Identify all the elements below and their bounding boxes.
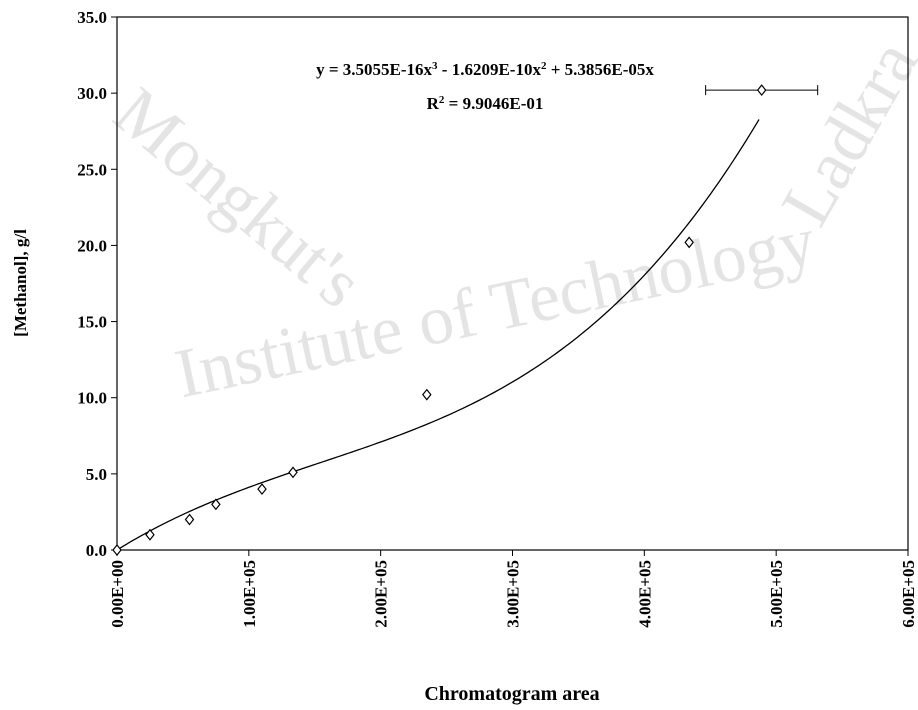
- equation-part: + 5.3856E-05x: [546, 60, 654, 79]
- trendline-r2: R2 = 9.9046E-01: [427, 94, 544, 113]
- y-axis-label: [Methanol], g/l: [11, 229, 30, 337]
- trendline: [116, 119, 760, 551]
- watermark: Ladkra: [767, 28, 918, 238]
- y-tick-label: 30.0: [77, 84, 107, 103]
- x-tick-label: 4.00E+05: [635, 560, 654, 628]
- point: [211, 498, 221, 511]
- x-tick-label: 1.00E+05: [240, 560, 259, 628]
- superscript: 2: [439, 94, 445, 106]
- x-axis-label: Chromatogram area: [424, 683, 599, 705]
- point: [684, 236, 694, 249]
- y-tick-label: 25.0: [77, 160, 107, 179]
- y-tick-label: 5.0: [86, 465, 107, 484]
- y-tick-label: 0.0: [86, 541, 107, 560]
- point: [184, 513, 195, 526]
- x-tick-label: 3.00E+05: [504, 560, 523, 628]
- point: [112, 544, 122, 556]
- y-tick-label: 15.0: [77, 313, 107, 332]
- y-tick-label: 10.0: [77, 389, 107, 408]
- trendline-equation: y = 3.5055E-16x3 - 1.6209E-10x2 + 5.3856…: [316, 60, 654, 79]
- equation-part: y = 3.5055E-16x: [316, 60, 432, 79]
- y-tick-label: 35.0: [77, 8, 107, 27]
- y-tick-label: 20.0: [77, 236, 107, 255]
- equation-part: = 9.9046E-01: [444, 94, 543, 113]
- x-tick-label: 2.00E+05: [372, 560, 391, 628]
- superscript: 3: [432, 60, 438, 72]
- x-tick-label: 0.00E+00: [108, 560, 127, 628]
- point: [257, 483, 267, 496]
- x-tick-label: 5.00E+05: [767, 560, 786, 628]
- point: [145, 528, 155, 541]
- superscript: 2: [541, 60, 547, 72]
- point: [422, 388, 432, 401]
- point: [288, 466, 298, 479]
- equation-part: R: [427, 94, 440, 113]
- point: [756, 84, 767, 97]
- equation-part: - 1.6209E-10x: [438, 60, 542, 79]
- x-tick-label: 6.00E+05: [899, 560, 918, 628]
- watermark: Mongkut's: [100, 73, 377, 323]
